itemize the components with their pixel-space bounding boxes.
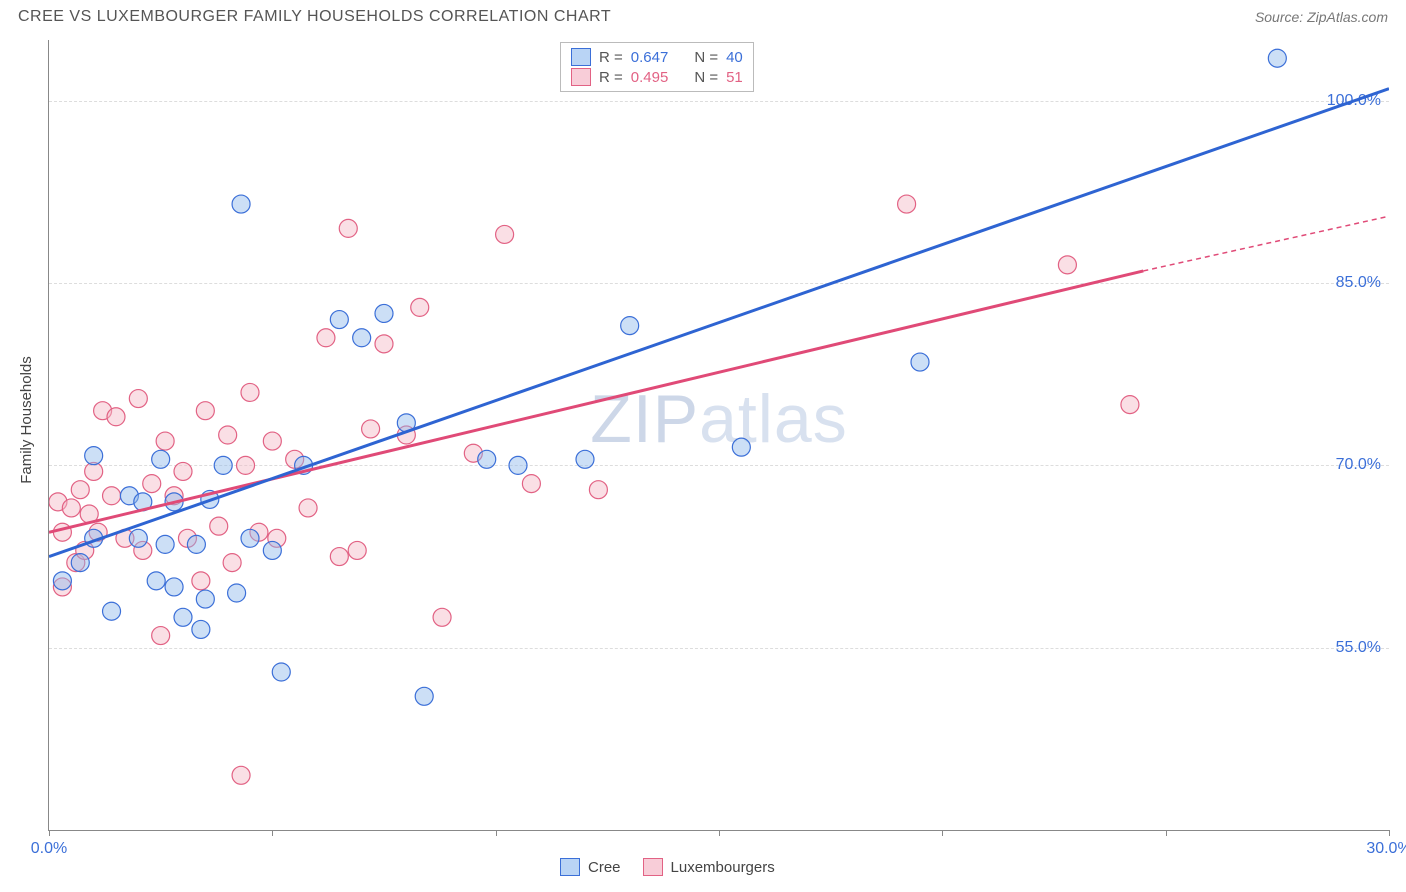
x-tick-label: 0.0% [31, 840, 67, 858]
swatch-pink-icon [571, 68, 591, 86]
data-point [53, 572, 71, 590]
data-point [210, 517, 228, 535]
data-point [732, 438, 750, 456]
legend-row-cree: R = 0.647 N = 40 [571, 47, 743, 67]
data-point [241, 529, 259, 547]
y-axis-label: Family Households [18, 356, 35, 484]
swatch-pink-icon [643, 858, 663, 876]
legend-correlation-box: R = 0.647 N = 40 R = 0.495 N = 51 [560, 42, 754, 92]
data-point [375, 304, 393, 322]
data-point [263, 432, 281, 450]
data-point [330, 311, 348, 329]
x-tick-label: 30.0% [1366, 840, 1406, 858]
swatch-blue-icon [571, 48, 591, 66]
data-point [196, 402, 214, 420]
data-point [129, 529, 147, 547]
x-tick [719, 830, 720, 836]
legend-item-cree: Cree [560, 858, 621, 876]
data-point [187, 535, 205, 553]
data-point [317, 329, 335, 347]
data-point [272, 663, 290, 681]
data-point [232, 195, 250, 213]
x-tick [272, 830, 273, 836]
data-point [237, 456, 255, 474]
x-tick [1389, 830, 1390, 836]
data-point [143, 475, 161, 493]
data-point [152, 627, 170, 645]
data-point [348, 541, 366, 559]
trend-line [49, 89, 1389, 557]
data-point [174, 608, 192, 626]
data-point [299, 499, 317, 517]
data-point [1058, 256, 1076, 274]
data-point [192, 572, 210, 590]
chart-plot-area: ZIPatlas 55.0%70.0%85.0%100.0%0.0%30.0% [48, 40, 1389, 831]
x-tick [1166, 830, 1167, 836]
data-point [107, 408, 125, 426]
chart-title: CREE VS LUXEMBOURGER FAMILY HOUSEHOLDS C… [18, 8, 611, 26]
data-point [214, 456, 232, 474]
data-point [339, 219, 357, 237]
data-point [232, 766, 250, 784]
data-point [103, 487, 121, 505]
data-point [353, 329, 371, 347]
data-point [85, 447, 103, 465]
data-point [576, 450, 594, 468]
scatter-svg [49, 40, 1389, 830]
data-point [263, 541, 281, 559]
data-point [223, 554, 241, 572]
data-point [103, 602, 121, 620]
data-point [228, 584, 246, 602]
data-point [62, 499, 80, 517]
data-point [219, 426, 237, 444]
legend-row-luxembourgers: R = 0.495 N = 51 [571, 67, 743, 87]
data-point [362, 420, 380, 438]
data-point [129, 390, 147, 408]
data-point [1121, 396, 1139, 414]
data-point [415, 687, 433, 705]
data-point [911, 353, 929, 371]
data-point [411, 298, 429, 316]
data-point [156, 432, 174, 450]
data-point [330, 548, 348, 566]
data-point [898, 195, 916, 213]
data-point [1268, 49, 1286, 67]
trend-line [1143, 216, 1389, 271]
x-tick [496, 830, 497, 836]
data-point [53, 523, 71, 541]
data-point [589, 481, 607, 499]
data-point [156, 535, 174, 553]
x-tick [49, 830, 50, 836]
data-point [152, 450, 170, 468]
data-point [174, 462, 192, 480]
data-point [433, 608, 451, 626]
data-point [522, 475, 540, 493]
source-attribution: Source: ZipAtlas.com [1255, 9, 1388, 25]
data-point [165, 578, 183, 596]
data-point [241, 383, 259, 401]
data-point [621, 317, 639, 335]
data-point [375, 335, 393, 353]
data-point [478, 450, 496, 468]
data-point [196, 590, 214, 608]
data-point [71, 481, 89, 499]
data-point [496, 225, 514, 243]
data-point [71, 554, 89, 572]
x-tick [942, 830, 943, 836]
data-point [147, 572, 165, 590]
data-point [509, 456, 527, 474]
data-point [192, 620, 210, 638]
legend-series-box: Cree Luxembourgers [560, 858, 775, 876]
swatch-blue-icon [560, 858, 580, 876]
legend-item-luxembourgers: Luxembourgers [643, 858, 775, 876]
